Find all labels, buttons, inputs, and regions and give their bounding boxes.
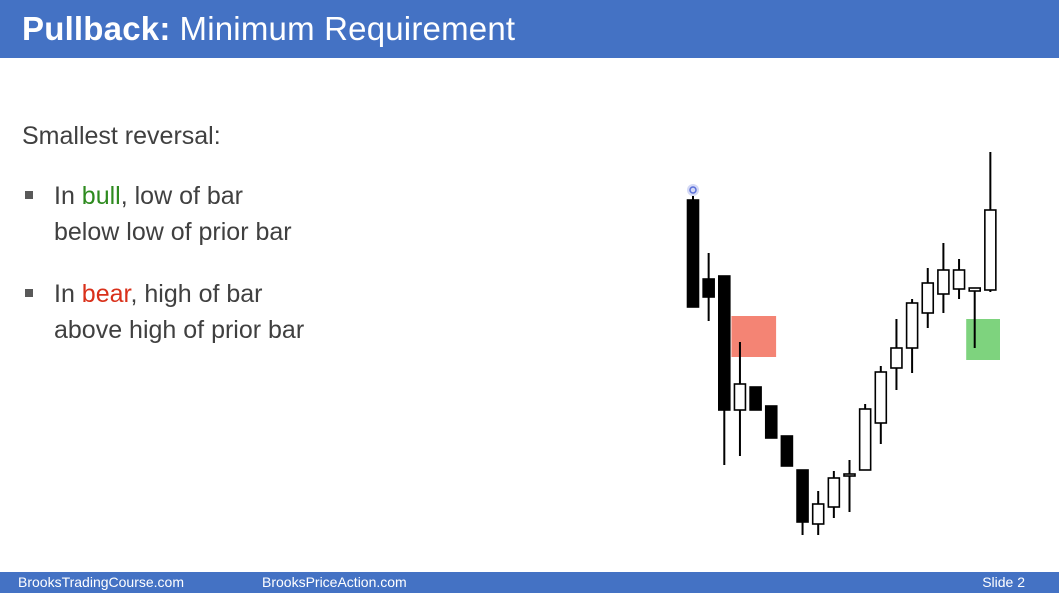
candle-3 [717, 275, 731, 465]
bull-pullback-zone [966, 319, 1000, 360]
square-bullet-icon [25, 289, 33, 297]
cursor-halo [687, 184, 699, 196]
bull-keyword: bull [81, 182, 121, 210]
candle-11 [843, 460, 856, 512]
title-rest: Minimum Requirement [179, 10, 516, 47]
bear-candle-body [796, 469, 809, 523]
candle-17 [937, 243, 950, 313]
bull-candle-body [733, 383, 747, 411]
bull-candle-body [937, 269, 950, 295]
candle-13 [874, 366, 888, 444]
bear-keyword: bear [81, 280, 131, 308]
candle-16 [921, 268, 935, 328]
bull-candle-body [827, 477, 841, 508]
footer-bar: BrooksTradingCourse.com BrooksPriceActio… [0, 572, 1059, 593]
candle-5 [749, 386, 762, 411]
candle-12 [858, 404, 872, 471]
candle-19 [968, 287, 982, 348]
bear-candle-body [717, 275, 731, 411]
bull-candle-body [890, 347, 903, 369]
bear-candle-body [764, 405, 778, 439]
candle-2 [702, 253, 715, 321]
bear-candle-body [702, 278, 715, 298]
bull-candle-body [811, 503, 825, 525]
bear-candle-body [749, 386, 762, 411]
candle-7 [780, 435, 794, 467]
bull-candle-body [921, 282, 935, 314]
bear-candle-body [780, 435, 794, 467]
bull-candle-body [968, 287, 982, 292]
slide-content: Smallest reversal: In bull, low of bar b… [22, 118, 582, 374]
candle-9 [811, 491, 825, 535]
candle-4 [733, 342, 747, 456]
candle-6 [764, 405, 778, 439]
intro-text: Smallest reversal: [22, 122, 221, 150]
bear-candle-body [686, 199, 700, 308]
bullet-bull-line2: below low of prior bar [54, 218, 292, 246]
bullet-bear-prefix: In [54, 280, 82, 308]
title-bold: Pullback: [22, 10, 171, 47]
footer-center-link[interactable]: BrooksPriceAction.com [262, 574, 407, 590]
candle-15 [905, 299, 919, 373]
cursor-marker-icon [689, 186, 697, 194]
bull-candle-body [905, 302, 919, 349]
bullet-bull-line1: In bull, low of bar [54, 178, 582, 214]
bull-candle-body [843, 473, 856, 477]
slide-number: Slide 2 [982, 574, 1025, 590]
candle-14 [890, 319, 903, 390]
bullet-bear-suffix: , high of bar [130, 280, 263, 308]
candlestick-chart [686, 152, 1000, 535]
bullet-bear: In bear, high of bar above high of prior… [22, 276, 582, 348]
bullet-bear-line2: above high of prior bar [54, 316, 305, 344]
title-bar: Pullback: Minimum Requirement [0, 0, 1059, 58]
bear-pullback-zone [731, 316, 777, 357]
bull-candle-body [858, 408, 872, 471]
candle-20 [984, 152, 997, 292]
candle-18 [952, 259, 966, 299]
bull-candle-body [874, 371, 888, 424]
bull-candle-body [984, 209, 997, 291]
square-bullet-icon [25, 191, 33, 199]
candle-8 [796, 469, 809, 535]
bullet-bull: In bull, low of bar below low of prior b… [22, 178, 582, 250]
bullet-bull-suffix: , low of bar [120, 182, 243, 210]
candle-1 [686, 196, 700, 308]
bullet-bull-prefix: In [54, 182, 82, 210]
bull-candle-body [952, 269, 966, 290]
bullet-bear-line1: In bear, high of bar [54, 276, 582, 312]
candle-10 [827, 471, 841, 518]
footer-left-link[interactable]: BrooksTradingCourse.com [18, 574, 184, 590]
